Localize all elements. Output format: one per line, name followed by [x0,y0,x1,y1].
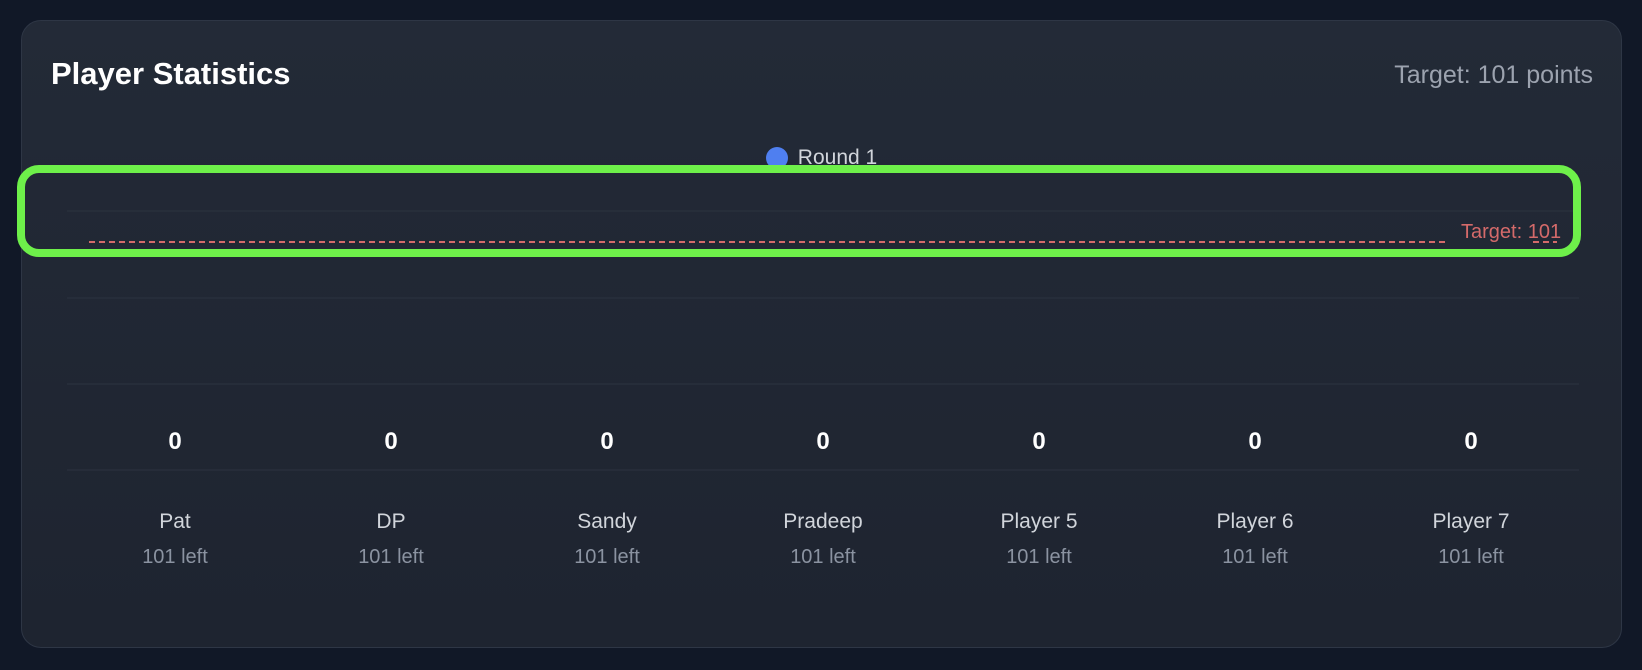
player-name: DP [376,510,406,533]
player-column: 0 Player 5 101 left [931,421,1147,591]
player-name: Player 6 [1216,510,1294,533]
player-column: 0 Sandy 101 left [499,421,715,591]
player-column: 0 Player 6 101 left [1147,421,1363,591]
player-name: Player 5 [1000,510,1078,533]
player-stats-row: 0 Pat 101 left 0 DP 101 left 0 Sandy 101… [67,421,1579,591]
player-points-left: 101 left [1006,546,1072,568]
player-name: Sandy [577,510,637,533]
player-score: 0 [1248,428,1262,455]
player-points-left: 101 left [790,546,856,568]
player-statistics-card: Player Statistics Target: 101 points Rou… [21,20,1622,648]
player-name: Pat [159,510,191,533]
chart-plot-area: Target: 101 [67,201,1579,491]
legend-dot-round-1 [765,147,788,169]
player-column: 0 Pradeep 101 left [715,421,931,591]
player-score: 0 [1032,428,1046,455]
player-points-left: 101 left [1222,546,1288,568]
player-score: 0 [1464,428,1478,455]
player-score: 0 [600,428,614,455]
card-title: Player Statistics [51,56,291,91]
player-name: Pradeep [783,510,863,533]
player-score: 0 [168,428,182,455]
player-column: 0 Player 7 101 left [1363,421,1579,591]
player-name: Player 7 [1432,510,1510,533]
target-line-label: Target: 101 [1461,221,1561,243]
player-score: 0 [384,428,398,455]
bar-chart: Target: 101 [67,210,1579,471]
player-points-left: 101 left [142,546,208,568]
player-points-left: 101 left [1438,546,1504,568]
player-score: 0 [816,428,830,455]
chart-legend: Round 1 [22,143,1621,173]
player-column: 0 Pat 101 left [67,421,283,591]
player-points-left: 101 left [574,546,640,568]
legend-label-round-1[interactable]: Round 1 [797,146,878,169]
player-points-left: 101 left [358,546,424,568]
target-points-text: Target: 101 points [1394,61,1593,89]
player-column: 0 DP 101 left [283,421,499,591]
